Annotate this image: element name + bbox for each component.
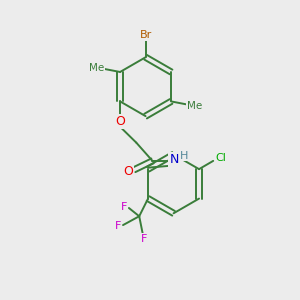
Text: Me: Me — [89, 63, 104, 73]
Text: O: O — [123, 165, 133, 178]
Text: H: H — [179, 151, 188, 160]
Text: F: F — [115, 221, 121, 231]
Text: Cl: Cl — [216, 153, 226, 163]
Text: N: N — [169, 153, 179, 166]
Text: Br: Br — [140, 31, 152, 40]
Text: Me: Me — [187, 100, 202, 110]
Text: F: F — [141, 234, 147, 244]
Text: O: O — [115, 115, 125, 128]
Text: F: F — [120, 202, 127, 212]
